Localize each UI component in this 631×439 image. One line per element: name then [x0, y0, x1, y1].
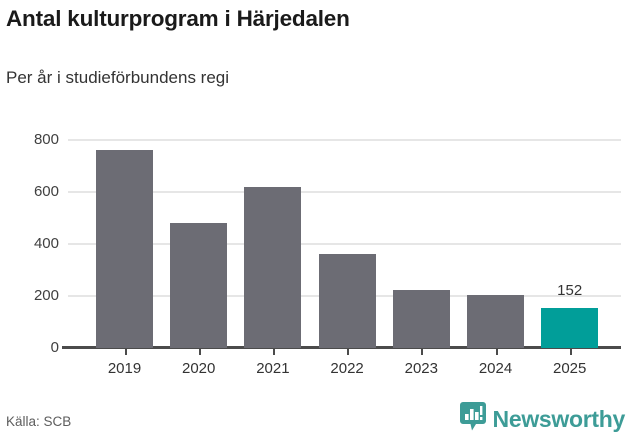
gridline	[68, 191, 621, 193]
bar-2023[interactable]	[392, 289, 450, 348]
x-axis-category-label-2024: 2024	[478, 360, 513, 377]
x-axis-tick	[347, 349, 350, 355]
y-axis-tick-label: 800	[33, 131, 59, 148]
x-axis-category-label-2019: 2019	[107, 360, 142, 377]
gridline	[68, 139, 621, 141]
x-axis-tick	[272, 349, 275, 355]
x-axis-category-label-2021: 2021	[256, 360, 290, 377]
bar-2019[interactable]	[96, 150, 153, 348]
y-axis-tick-label: 0	[50, 339, 59, 356]
bar-2021[interactable]	[244, 186, 302, 348]
bar-2020[interactable]	[170, 223, 228, 348]
bar-chart-bubble-icon	[459, 402, 486, 436]
x-axis-tick	[198, 349, 201, 355]
x-axis-category-label-2020: 2020	[182, 360, 216, 377]
x-axis-category-label-2022: 2022	[330, 360, 364, 377]
x-axis-tick	[124, 349, 127, 355]
y-axis-tick-label: 200	[33, 287, 59, 304]
chart-subtitle: Per år i studieförbundens regi	[6, 68, 230, 87]
logo-wordmark: Newsworthy	[492, 405, 626, 432]
bar-2024[interactable]	[467, 295, 524, 348]
x-axis-tick	[421, 349, 424, 355]
x-axis-tick	[495, 349, 498, 355]
y-axis-tick-label: 600	[33, 183, 59, 200]
x-axis-tick	[569, 349, 572, 355]
bar-2025[interactable]	[541, 308, 599, 348]
source-note: Källa: SCB	[6, 414, 72, 429]
newsworthy-logo[interactable]: Newsworthy	[459, 402, 626, 436]
x-axis-category-label-2025: 2025	[553, 360, 587, 377]
y-axis-tick-label: 400	[33, 235, 59, 252]
bar-value-label-2025: 152	[557, 282, 583, 300]
bar-2022[interactable]	[318, 254, 376, 348]
chart-title: Antal kulturprogram i Härjedalen	[6, 6, 350, 31]
x-axis-category-label-2023: 2023	[404, 360, 438, 377]
gridline	[68, 243, 621, 245]
